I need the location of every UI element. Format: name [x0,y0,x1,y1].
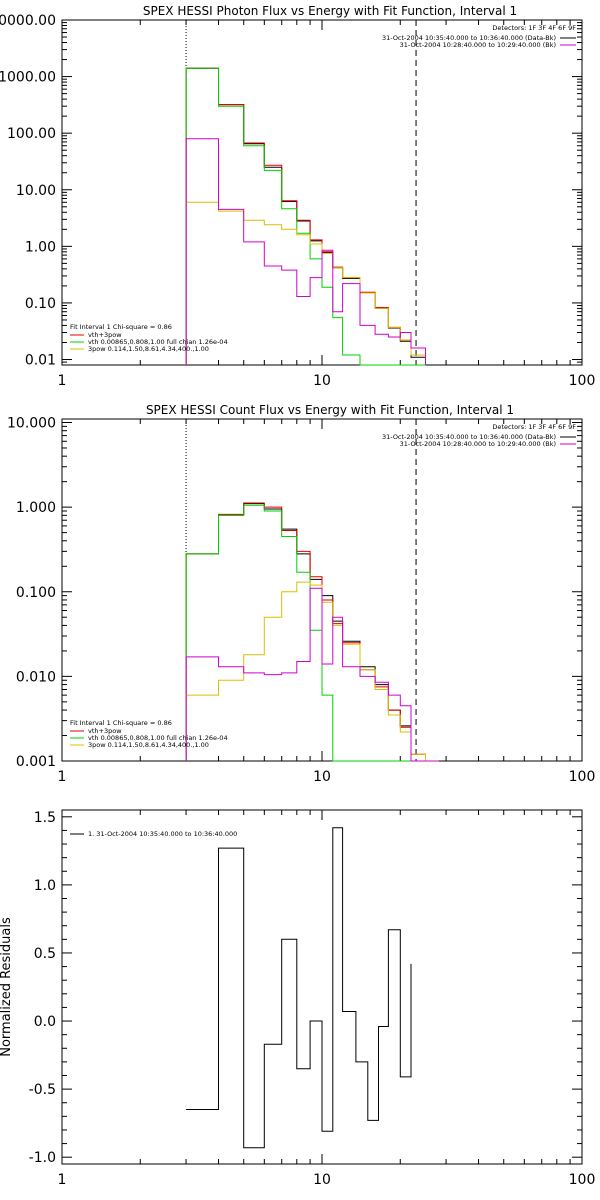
fit-legend-entry-label: vth 0.00865,0.808,1.00 full chian 1.26e-… [88,734,228,742]
photon-plot-frame [61,19,583,366]
legend-entry-label: 31-Oct-2004 10:28:40.000 to 10:29:40.000… [400,41,556,49]
data-series-line-0 [186,827,412,1149]
y-tick-label: -1.0 [29,1150,56,1166]
legend-entry-label: 31-Oct-2004 10:35:40.000 to 10:36:40.000… [382,34,556,42]
x-tick-label: 1 [58,1172,67,1188]
y-tick-label: 0.10 [25,296,56,312]
x-tick-label: 10 [313,769,331,785]
y-tick-label: 1.000 [16,500,56,516]
fit-legend-title: Fit Interval 1 Chi-square = 0.86 [70,323,172,331]
residuals-y-axis-label: Normalized Residuals [0,917,14,1057]
photon-axes: 1 10 100 0.01 0.10 1.00 10.00 100.00 1000.00 1000… [0,13,595,389]
residuals-legend: 1. 31-Oct-2004 10:35:40.000 to 10:36:40.… [70,830,237,838]
x-tick-label: 10 [313,1172,331,1188]
fit-legend-entry-label: vth+3pow [88,727,122,735]
legend-entry-label: 31-Oct-2004 10:28:40.000 to 10:29:40.000… [400,440,556,448]
photon-series [185,67,426,366]
y-tick-label: 1.00 [25,239,56,255]
data-series-line-4 [185,138,426,365]
y-tick-label: 1.0 [34,878,56,894]
fit-legend-title: Fit Interval 1 Chi-square = 0.86 [70,719,172,727]
legend-entry-label: 31-Oct-2004 10:35:40.000 to 10:36:40.000… [382,433,556,441]
count-series [185,502,439,762]
y-tick-label: 0.100 [16,585,56,601]
count-axes: 1 10 100 0.001 0.010 0.100 1.000 10.000 [7,416,595,785]
y-tick-label: 100.00 [7,126,56,142]
x-tick-label: 1 [58,769,67,785]
legend-entry-label: 1. 31-Oct-2004 10:35:40.000 to 10:36:40.… [88,830,237,838]
data-series-line-3 [185,201,426,365]
photon-chart-title: SPEX HESSI Photon Flux vs Energy with Fi… [143,4,517,18]
y-tick-label: 10.000 [7,416,56,432]
count-legend-detectors: Detectors: 1F 3F 4F 6F 9F 31-Oct-2004 10:… [382,423,576,448]
photon-legend-fit: Fit Interval 1 Chi-square = 0.86vth+3pow… [70,323,228,353]
x-tick-label: 100 [569,1172,596,1188]
y-tick-label: 10.00 [16,183,56,199]
y-tick-label: 0.010 [16,669,56,685]
residuals-series [186,827,412,1149]
photon-flux-panel: SPEX HESSI Photon Flux vs Energy with Fi… [0,4,595,389]
photon-legend-detectors: Detectors: 1F 3F 4F 6F 9F 31-Oct-2004 10:… [382,24,576,49]
x-tick-label: 1 [58,373,67,389]
y-tick-label: 0.0 [34,1014,56,1030]
y-tick-label: 0.5 [34,946,56,962]
y-tick-label: 0.01 [25,353,56,369]
fit-legend-entry-label: 3pow 0.114,1.50,8.61,4.34,400.,1.00 [88,741,209,749]
legend-title: Detectors: 1F 3F 4F 6F 9F [492,24,576,32]
count-legend-fit: Fit Interval 1 Chi-square = 0.86vth+3pow… [70,719,228,749]
data-series-line-2 [185,67,426,366]
data-series-line-0 [185,67,426,365]
y-tick-label: 0.001 [16,754,56,770]
x-tick-label: 100 [569,373,596,389]
y-tick-label: -0.5 [29,1082,56,1098]
data-series-line-3 [185,581,439,762]
legend-title: Detectors: 1F 3F 4F 6F 9F [492,423,576,431]
data-series-line-4 [185,587,439,762]
fit-legend-entry-label: 3pow 0.114,1.50,8.61,4.34,400.,1.00 [88,345,209,353]
y-tick-label: 1000.00 [0,70,56,86]
residuals-panel: Normalized Residuals 1 10 100 -1.0 -0.5 0.0 0.… [0,809,596,1188]
y-tick-label: 10000.00 [0,13,56,29]
fit-legend-entry-label: vth 0.00865,0.808,1.00 full chian 1.26e-… [88,338,228,346]
count-flux-panel: SPEX HESSI Count Flux vs Energy with Fit… [7,403,595,785]
x-tick-label: 10 [313,373,331,389]
y-tick-label: 1.5 [34,810,56,826]
fit-legend-entry-label: vth+3pow [88,331,122,339]
count-chart-title: SPEX HESSI Count Flux vs Energy with Fit… [146,403,514,417]
data-series-line-1 [185,67,426,365]
x-tick-label: 100 [569,769,596,785]
residuals-axes: 1 10 100 -1.0 -0.5 0.0 0.5 1.0 1.5 [29,810,596,1188]
